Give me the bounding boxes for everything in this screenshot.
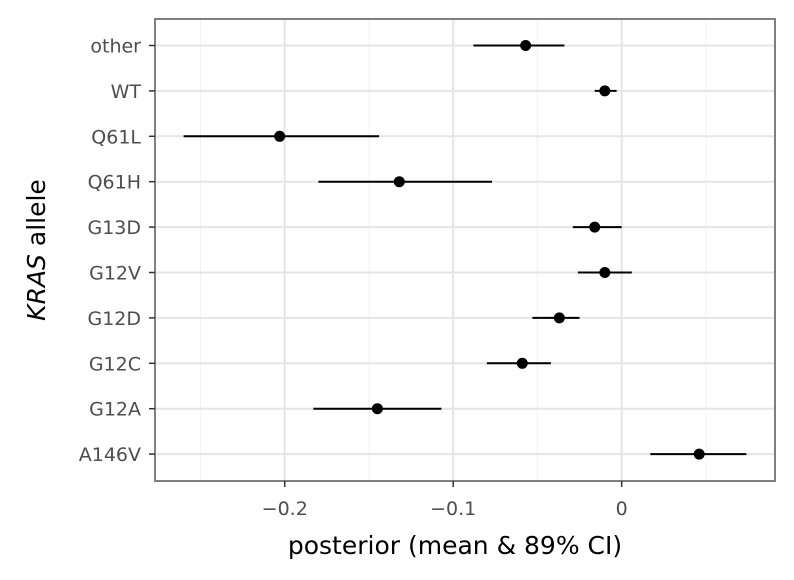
- x-tick-label: −0.1: [430, 498, 476, 520]
- mean-point-a146v: [693, 448, 705, 460]
- mean-point-q61l: [274, 130, 286, 142]
- x-axis-ticks: −0.2 −0.1 0: [262, 481, 628, 520]
- x-tick-label: 0: [616, 498, 628, 520]
- mean-point-g12a: [371, 403, 383, 415]
- y-tick-label-wt: WT: [111, 81, 142, 103]
- y-axis-title: KRAS allele: [22, 179, 51, 321]
- y-tick-label-other: other: [90, 36, 141, 58]
- y-tick-label-a146v: A146V: [79, 444, 141, 466]
- y-axis-ticks: other WT Q61L Q61H G13D G12V G12D G12C G12A A146V: [79, 36, 155, 466]
- y-axis-title-italic: KRAS: [22, 254, 51, 321]
- mean-point-q61h: [393, 176, 405, 188]
- panel-border: [154, 18, 776, 482]
- y-tick-label-g12d: G12D: [87, 308, 141, 330]
- mean-point-g12d: [553, 312, 565, 324]
- major-gridlines: [155, 19, 775, 481]
- minor-gridlines: [199, 19, 707, 481]
- y-tick-label-g12a: G12A: [89, 399, 141, 421]
- x-axis-title: posterior (mean & 89% CI): [288, 531, 622, 560]
- panel-background: [155, 19, 775, 481]
- mean-point-wt: [599, 85, 611, 97]
- mean-point-g12c: [516, 357, 528, 369]
- x-tick-label: −0.2: [262, 498, 308, 520]
- y-tick-label-g13d: G13D: [87, 217, 141, 239]
- y-tick-label-q61h: Q61H: [88, 172, 141, 194]
- mean-point-g12v: [599, 267, 611, 278]
- y-tick-label-g12c: G12C: [89, 353, 141, 375]
- y-tick-label-g12v: G12V: [89, 263, 141, 285]
- mean-points: [274, 40, 705, 460]
- mean-point-other: [520, 40, 532, 51]
- mean-point-g13d: [589, 221, 601, 233]
- y-tick-label-q61l: Q61L: [91, 126, 141, 148]
- y-axis-title-rest: allele: [22, 179, 51, 254]
